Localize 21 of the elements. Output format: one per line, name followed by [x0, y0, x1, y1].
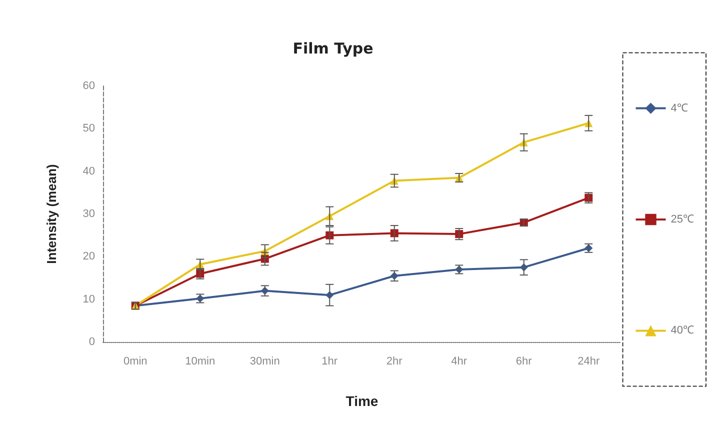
x-tick-label: 1hr [322, 356, 338, 368]
x-tick-label: 24hr [578, 356, 600, 368]
legend-label: 40℃ [670, 324, 694, 337]
y-tick-label: 0 [88, 336, 95, 348]
x-tick-label: 2hr [386, 356, 403, 368]
x-tick-label: 30min [250, 356, 280, 368]
x-tick-label: 6hr [516, 356, 532, 368]
legend-label: 25℃ [670, 214, 694, 226]
y-tick-label: 50 [82, 122, 95, 135]
y-tick-label: 10 [82, 293, 95, 306]
x-tick-label: 0min [123, 356, 148, 368]
x-axis-title: Time [346, 393, 378, 409]
y-axis-title: Intensity (mean) [44, 164, 59, 264]
legend-label: 4℃ [670, 102, 688, 114]
chart-title: Film Type [292, 40, 374, 58]
x-tick-label: 10min [185, 356, 216, 368]
y-tick-label: 40 [82, 165, 95, 178]
y-tick-label: 30 [82, 208, 95, 220]
x-tick-label: 4hr [451, 356, 468, 368]
y-tick-label: 60 [82, 80, 95, 92]
y-tick-label: 20 [82, 250, 95, 263]
